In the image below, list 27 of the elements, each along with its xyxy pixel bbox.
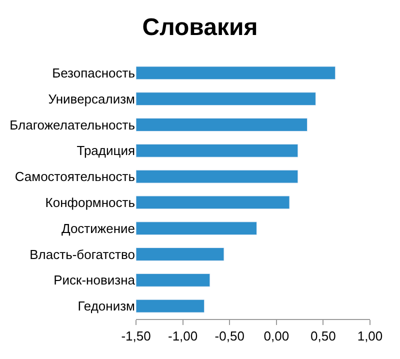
- x-tick-label: -1,00: [168, 328, 198, 344]
- bar: [136, 196, 290, 210]
- bar: [136, 66, 336, 80]
- bar: [136, 248, 224, 261]
- x-tick-label: 0,50: [310, 328, 336, 344]
- y-tick-label: Конформность: [45, 195, 136, 210]
- y-tick-label: Гедонизм: [78, 298, 136, 314]
- y-tick-label: Власть-богатство: [30, 246, 135, 262]
- x-tick-label: 1,00: [357, 328, 383, 344]
- y-tick-label: Традиция: [76, 143, 135, 158]
- y-tick-label: Безопасность: [52, 66, 136, 80]
- bar: [136, 118, 308, 132]
- bar: [136, 273, 210, 287]
- bar: [136, 170, 298, 184]
- bar: [136, 92, 316, 106]
- x-tick-label: -0,50: [214, 328, 244, 344]
- y-tick-label: Благожелательность: [10, 117, 136, 132]
- y-tick-label: Риск-новизна: [54, 272, 136, 288]
- y-tick-label: Достижение: [62, 220, 135, 236]
- x-tick-label: -1,50: [121, 328, 151, 344]
- y-tick-label: Универсализм: [48, 91, 136, 106]
- bar: [136, 144, 298, 158]
- bar: [136, 299, 205, 313]
- chart-title: Словакия: [142, 14, 258, 41]
- x-tick-label: 0,00: [264, 328, 290, 344]
- bar: [136, 222, 257, 236]
- y-tick-label: Самостоятельность: [14, 169, 136, 184]
